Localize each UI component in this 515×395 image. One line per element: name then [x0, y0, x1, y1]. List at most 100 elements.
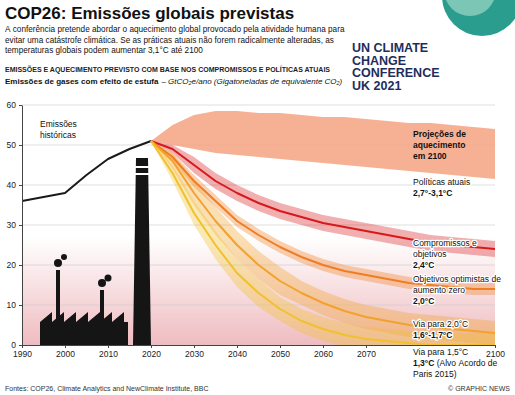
series-label-word: 1,3°C — [413, 358, 434, 368]
subtitle-word: radicalmente — [238, 36, 285, 45]
series-label-line: históricas — [40, 130, 76, 140]
tick-label: 60 — [7, 100, 17, 110]
projection-title-word: 2100 — [428, 151, 447, 161]
subtitle: Aconferênciapretendeabordaroaquecimentog… — [5, 25, 345, 55]
tick-mark — [151, 345, 152, 348]
subtitle-word: até — [171, 46, 183, 55]
series-label-word: e — [472, 238, 477, 248]
grid-line — [22, 225, 495, 226]
logo: UN CLIMATECHANGECONFERENCEUK 2021 — [352, 0, 515, 93]
subtitle-word: o — [123, 25, 128, 34]
grid-line — [22, 105, 495, 106]
smoke — [54, 259, 62, 267]
subtitle-word: globais — [56, 46, 82, 55]
series-label-line: aumentozero — [413, 285, 465, 295]
heading: EMISSÕES E AQUECIMENTO PREVISTO COM BASE… — [5, 65, 330, 74]
series-label-line: Viapara1,5°C — [413, 347, 468, 357]
series-label-line: Paris2015) — [413, 369, 457, 379]
series-label-line: 2,4°C — [413, 260, 434, 270]
series-label-word: para — [428, 347, 445, 357]
subtitle-word: A — [5, 25, 11, 34]
series-label-word: 1,5°C — [447, 347, 468, 357]
subtitle-word: evitar — [5, 36, 25, 45]
tick: 50 — [7, 140, 22, 150]
series-label-word: 2015) — [435, 369, 457, 379]
title: COP26: Emissões globais previstas — [5, 4, 294, 23]
range-band — [151, 141, 495, 345]
series-label-word: Via — [413, 347, 425, 357]
series-label-word: Acordo — [458, 358, 485, 368]
subtitle-word: as — [325, 36, 334, 45]
subtitle-word: podem — [84, 46, 109, 55]
tick-label: 2030 — [185, 349, 204, 359]
factory-building — [40, 312, 128, 345]
source: Fontes: COP26, Climate Analytics and New… — [5, 385, 208, 393]
series-label-word: aumento — [413, 285, 446, 295]
tick: 2040 — [228, 345, 247, 359]
logo-text: UK 2021 — [352, 79, 401, 93]
subtitle-word: uma — [27, 36, 43, 45]
projection-title-word: de — [456, 129, 466, 139]
subtitle-word: aquecimento — [129, 25, 176, 34]
subtitle-word: climática. — [84, 36, 118, 45]
grid — [22, 105, 495, 345]
series-label-word: Objetivos — [413, 274, 448, 284]
series-label: Viapara1,5°C1,3°C(AlvoAcordodeParis2015) — [413, 347, 498, 379]
tick-mark — [19, 305, 22, 306]
chart-root: COP26: Emissões globais previstas Aconfer… — [0, 0, 515, 395]
series-line — [151, 141, 495, 333]
chimney-band — [135, 173, 149, 175]
series-label-word: para — [428, 319, 445, 329]
series-label-word: de — [491, 274, 501, 284]
logo-globe — [442, 0, 515, 36]
tick-mark — [280, 345, 281, 348]
tick-label: 2060 — [314, 349, 333, 359]
subtitle-word: aumentar — [111, 46, 146, 55]
tick-mark — [237, 345, 238, 348]
tick: 60 — [7, 100, 22, 110]
tick: 30 — [7, 220, 22, 230]
series-label-word: 2,0°C — [413, 296, 434, 306]
series-label: Compromissoseobjetivos2,4°C — [413, 238, 477, 270]
series-label-line: Compromissose — [413, 238, 477, 248]
series-marks — [22, 111, 495, 345]
y-axis: 0102030405060 — [7, 100, 23, 350]
series-label-word: 2,0°C — [447, 319, 468, 329]
series-label-word: Paris — [413, 369, 432, 379]
tick-mark — [19, 225, 22, 226]
smoke — [105, 275, 112, 282]
subtitle-line: evitarumacatástrofeclimática.Seasprática… — [5, 36, 334, 45]
series-label: Objetivosoptimistasdeaumentozero2,0°C — [413, 274, 501, 306]
series-label-line: 1,3°C(AlvoAcordode — [413, 358, 498, 368]
tick: 2020 — [142, 345, 161, 359]
projection-title-word: em — [413, 151, 426, 161]
tick-mark — [19, 265, 22, 266]
tick: 20 — [7, 260, 22, 270]
series-label-word: de — [488, 358, 498, 368]
tick-mark — [323, 345, 324, 348]
factory-illustration — [40, 158, 151, 345]
series-label-line: 2,7°-3,1°C — [413, 188, 452, 198]
small-chimney — [100, 290, 104, 322]
subtitle-word: pretende — [57, 25, 90, 34]
series-label-line: 1,6°-1,7°C — [413, 330, 452, 340]
series-label: Emissõeshistóricas — [40, 119, 77, 140]
projection-title-word: aquecimento — [413, 140, 465, 150]
tick-label: 2040 — [228, 349, 247, 359]
series-label-word: atuais — [448, 177, 471, 187]
tick: 10 — [7, 300, 22, 310]
axis-line — [23, 345, 496, 346]
tick-mark — [108, 345, 109, 348]
small-chimney — [56, 270, 60, 322]
tick: 40 — [7, 180, 22, 190]
smoke — [61, 254, 67, 260]
subtitle-word: atividade — [261, 25, 294, 34]
x-axis: 1990200020102020203020402050206020702100 — [13, 345, 505, 359]
series-label-word: históricas — [40, 130, 76, 140]
tick-mark — [495, 345, 496, 348]
series-label-word: (Alvo — [437, 358, 457, 368]
series-label: Viapara2,0°C1,6°-1,7°C — [413, 319, 468, 340]
tick-label: 2050 — [271, 349, 290, 359]
series-line — [151, 141, 495, 345]
tick-label: 10 — [7, 300, 17, 310]
